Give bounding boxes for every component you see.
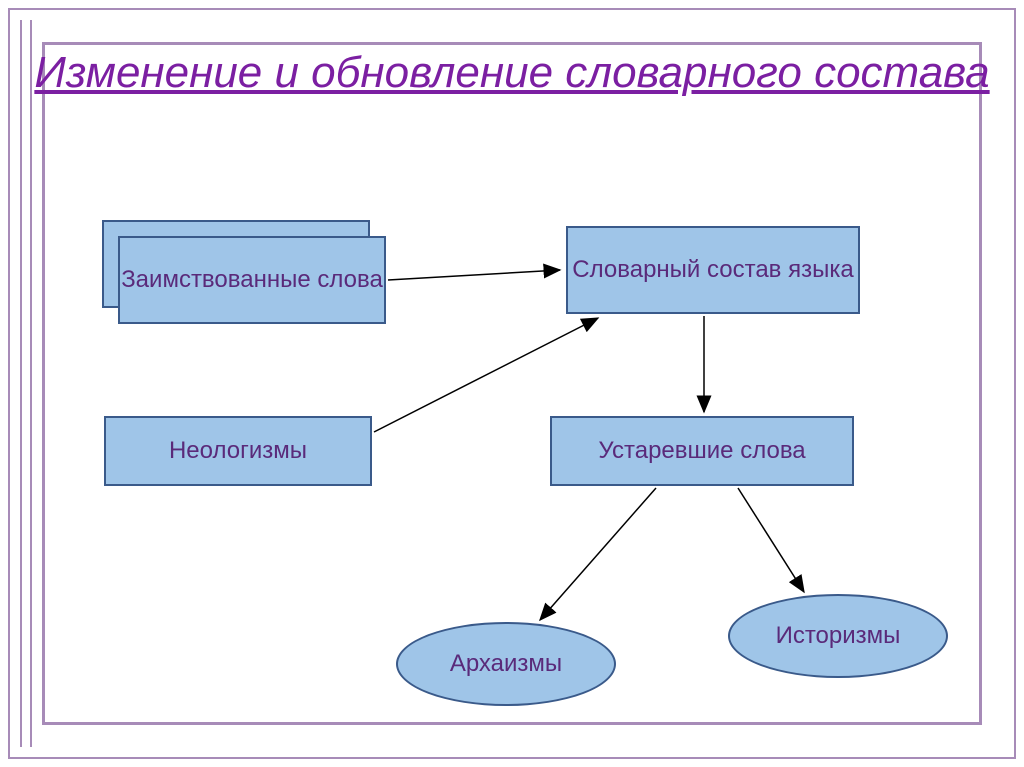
node-label: Историзмы <box>776 622 901 650</box>
node-historisms: Историзмы <box>728 594 948 678</box>
node-vocabulary: Словарный состав языка <box>566 226 860 314</box>
node-archaisms: Архаизмы <box>396 622 616 706</box>
left-decorative-bar <box>20 20 32 747</box>
node-label: Заимствованные слова <box>121 266 383 295</box>
node-label: Словарный состав языка <box>572 256 853 285</box>
node-label: Неологизмы <box>169 437 307 466</box>
node-neologisms: Неологизмы <box>104 416 372 486</box>
node-obsolete-words: Устаревшие слова <box>550 416 854 486</box>
node-borrowed-words: Заимствованные слова <box>118 236 386 324</box>
slide-title: Изменение и обновление словарного состав… <box>0 48 1024 99</box>
node-label: Устаревшие слова <box>598 437 805 466</box>
node-label: Архаизмы <box>450 650 562 678</box>
